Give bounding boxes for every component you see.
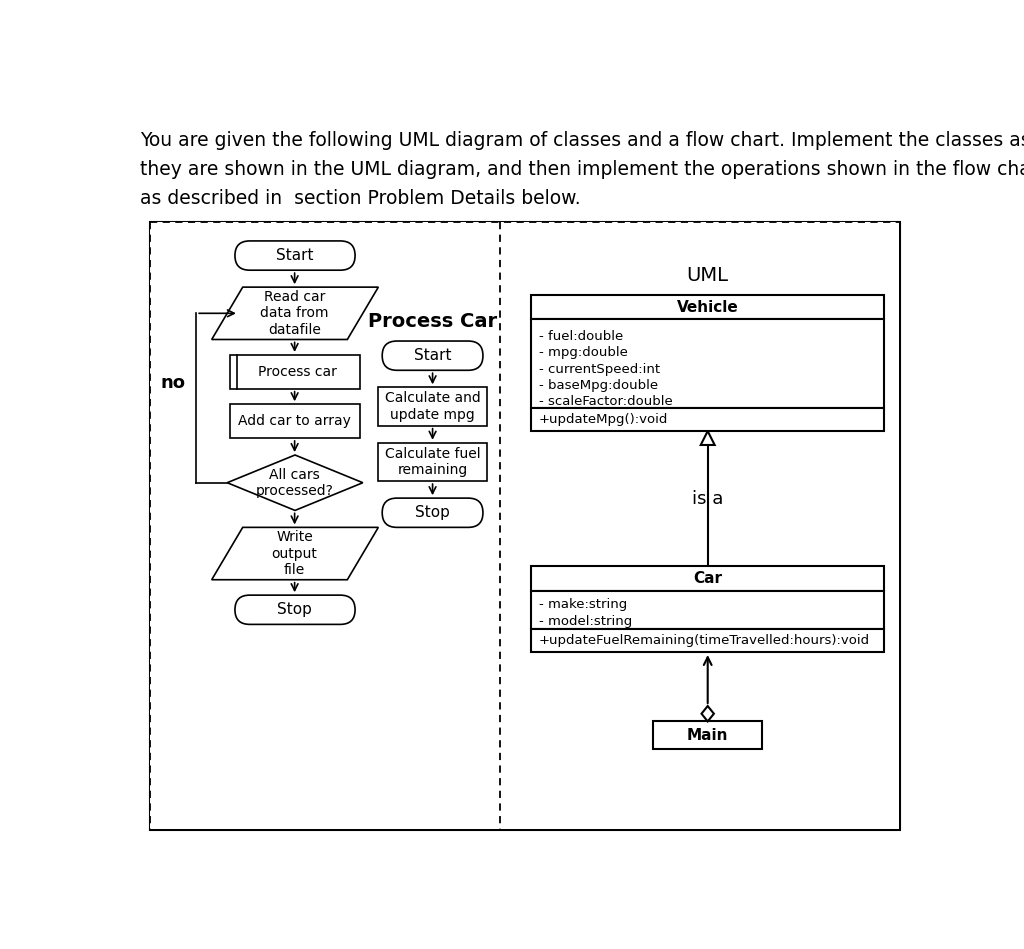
Text: Car: Car [693, 570, 722, 586]
Polygon shape [701, 706, 714, 721]
Bar [531, 320, 885, 408]
Text: they are shown in the UML diagram, and then implement the operations shown in th: they are shown in the UML diagram, and t… [139, 160, 1024, 179]
FancyBboxPatch shape [234, 595, 355, 624]
Bar [531, 295, 885, 320]
Text: - baseMpg:double: - baseMpg:double [539, 379, 657, 392]
Text: - make:string: - make:string [539, 598, 627, 611]
Text: +updateMpg():void: +updateMpg():void [539, 413, 668, 426]
Text: Stop: Stop [415, 505, 450, 520]
Text: All cars
processed?: All cars processed? [256, 468, 334, 498]
Text: Start: Start [414, 348, 452, 363]
Bar [150, 222, 900, 830]
Text: - mpg:double: - mpg:double [539, 346, 628, 360]
Bar [229, 404, 359, 438]
FancyBboxPatch shape [234, 241, 355, 270]
Text: Read car
data from
datafile: Read car data from datafile [260, 290, 329, 337]
Bar [151, 222, 899, 829]
Text: - fuel:double: - fuel:double [539, 330, 623, 344]
Bar [531, 629, 885, 652]
Text: Main: Main [687, 728, 728, 743]
Text: Stop: Stop [278, 603, 312, 617]
Text: as described in  section Problem Details below.: as described in section Problem Details … [139, 190, 581, 209]
Bar [378, 387, 486, 426]
Text: is a: is a [692, 490, 723, 508]
Text: Calculate and
update mpg: Calculate and update mpg [385, 391, 480, 421]
Bar [531, 408, 885, 431]
Polygon shape [212, 288, 378, 340]
Text: no: no [161, 374, 185, 392]
Text: Vehicle: Vehicle [677, 300, 738, 315]
Text: +updateFuelRemaining(timeTravelled:hours):void: +updateFuelRemaining(timeTravelled:hours… [539, 634, 869, 647]
Text: - scaleFactor:double: - scaleFactor:double [539, 395, 673, 408]
Text: Process car: Process car [258, 364, 337, 379]
Text: - model:string: - model:string [539, 615, 632, 628]
Text: - currentSpeed:int: - currentSpeed:int [539, 363, 659, 376]
Text: You are given the following UML diagram of classes and a flow chart. Implement t: You are given the following UML diagram … [139, 131, 1024, 150]
FancyBboxPatch shape [382, 341, 483, 370]
Text: UML: UML [687, 266, 729, 285]
Polygon shape [212, 528, 378, 580]
Bar [531, 590, 885, 629]
FancyBboxPatch shape [382, 498, 483, 528]
Text: Process Car: Process Car [368, 312, 497, 331]
Bar [653, 721, 762, 749]
Polygon shape [227, 455, 362, 511]
Bar [229, 355, 359, 389]
Polygon shape [700, 431, 715, 445]
Bar [531, 566, 885, 590]
Text: Write
output
file: Write output file [271, 530, 317, 577]
Text: Start: Start [275, 248, 313, 263]
Text: Add car to array: Add car to array [239, 414, 351, 428]
Text: Calculate fuel
remaining: Calculate fuel remaining [385, 447, 480, 477]
Bar [378, 442, 486, 481]
